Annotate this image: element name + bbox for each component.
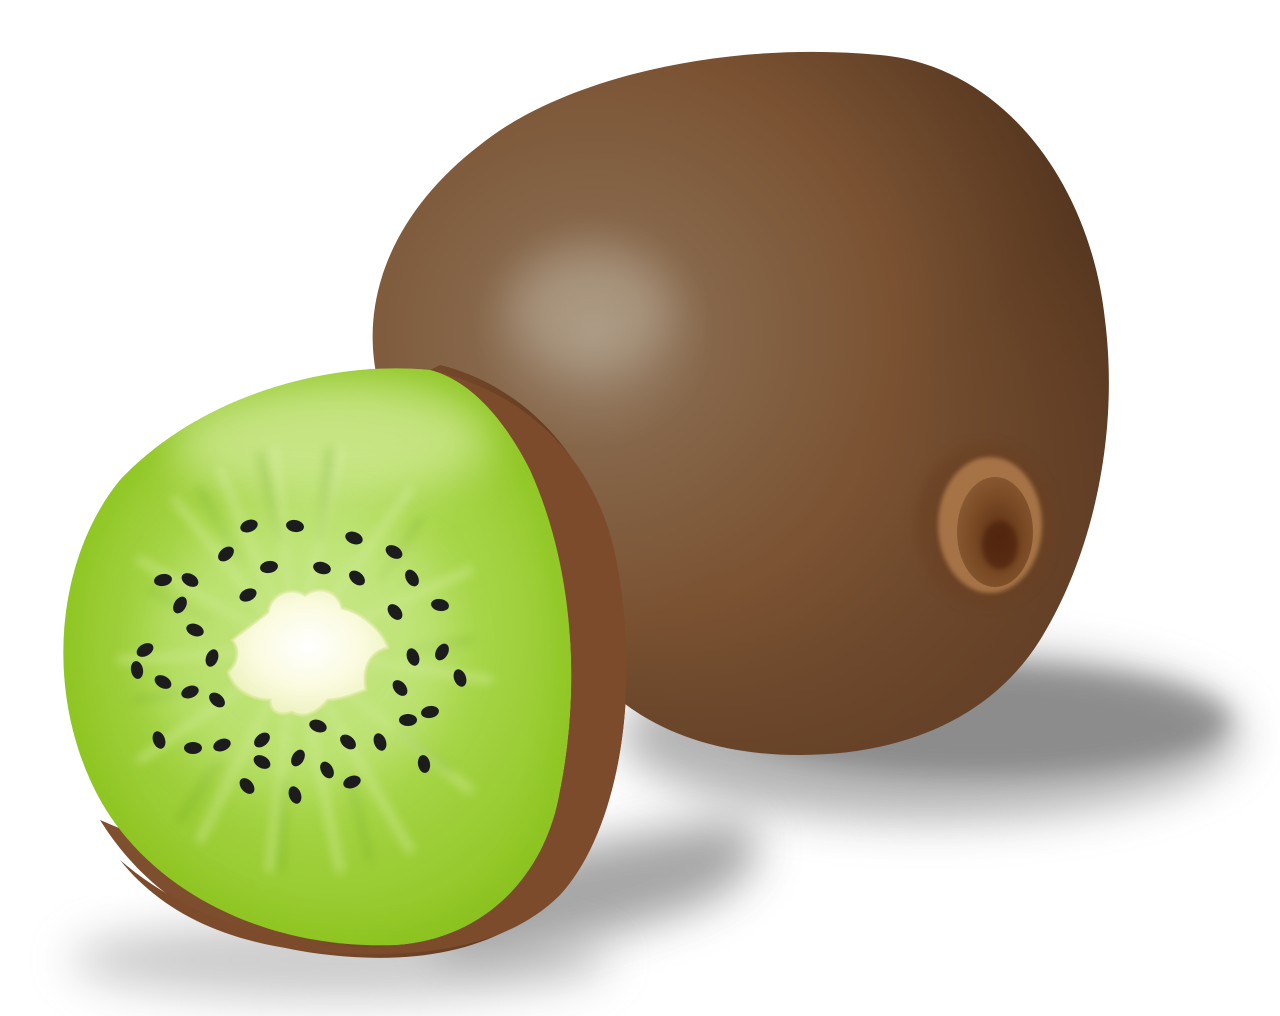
kiwi-core	[228, 589, 388, 716]
stem-end-icon	[915, 443, 1055, 607]
kiwi-seeds	[130, 519, 467, 804]
kiwi-flesh	[63, 368, 572, 946]
half-kiwi	[63, 365, 627, 958]
